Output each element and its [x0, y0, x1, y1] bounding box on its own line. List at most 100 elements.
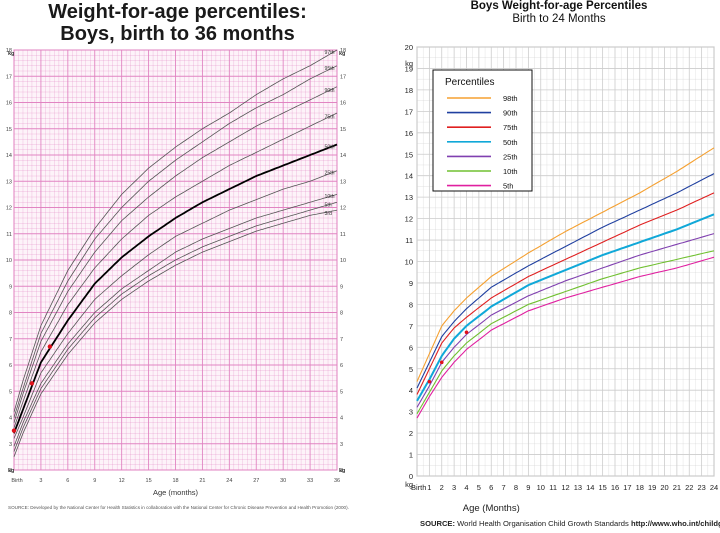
y-tick-label: 6: [9, 363, 12, 369]
x-tick-label: 4: [464, 483, 468, 492]
percentile-curve-75th: [416, 192, 715, 395]
y-tick-label: 6: [409, 343, 413, 352]
x-tick-label: 11: [549, 483, 557, 492]
marked-point: [439, 360, 444, 365]
legend-entry-5th: 5th: [503, 182, 513, 191]
x-tick-label: 9: [93, 478, 96, 484]
percentile-curve-25th: [416, 233, 715, 408]
x-tick-label: 16: [611, 483, 619, 492]
y-tick-label: 7: [409, 322, 413, 331]
x-tick-label: 21: [199, 478, 205, 484]
y-axis-label-bottom: kg: [405, 480, 413, 489]
y-tick-label: 15: [6, 127, 12, 133]
x-tick-label: 13: [574, 483, 582, 492]
y-tick-label-right: 4: [340, 416, 343, 422]
percentile-curve-90th: [416, 173, 715, 389]
y-tick-label: 17: [405, 107, 413, 116]
y-tick-label: 14: [6, 153, 12, 159]
x-tick-label: 3: [39, 478, 42, 484]
marked-point: [11, 428, 17, 433]
legend-entry-98th: 98th: [503, 94, 518, 103]
x-tick-label: 19: [648, 483, 656, 492]
x-tick-label: 9: [526, 483, 530, 492]
y-tick-label: 12: [405, 215, 413, 224]
x-tick-label: 18: [636, 483, 644, 492]
x-tick-label: 14: [586, 483, 594, 492]
x-tick-label: 15: [598, 483, 606, 492]
y-axis-label-bottom-right: kg: [339, 468, 345, 474]
percentile-curve-50th: [13, 143, 338, 434]
y-tick-label: 0: [409, 472, 413, 481]
percentile-label-25th: 25th: [324, 171, 334, 177]
percentile-label-90th: 90th: [324, 88, 334, 94]
marked-point: [464, 330, 469, 335]
percentile-curve-5th: [13, 201, 338, 452]
legend-entry-90th: 90th: [503, 109, 518, 118]
percentile-curve-97th: [13, 49, 338, 413]
percentile-curve-50th: [416, 213, 715, 402]
y-tick-label-right: 7: [340, 337, 343, 343]
x-tick-label: 7: [502, 483, 506, 492]
percentile-label-95th: 95th: [324, 66, 334, 72]
percentile-curve-98th: [416, 147, 715, 382]
percentile-curve-10th: [416, 250, 715, 415]
x-tick-label: 12: [119, 478, 125, 484]
y-tick-label: 18: [405, 86, 413, 95]
y-tick-label: 8: [9, 311, 12, 317]
x-tick-label: 6: [66, 478, 69, 484]
percentile-curve-25th: [13, 170, 338, 439]
y-tick-label: 3: [9, 442, 12, 448]
left-chart-source: SOURCE: Developed by the National Center…: [8, 505, 349, 510]
y-tick-label: 17: [6, 74, 12, 80]
x-tick-label: 17: [623, 483, 631, 492]
x-axis-label: Age (months): [153, 488, 199, 497]
y-tick-label-right: 10: [340, 258, 346, 264]
y-tick-label-right: 15: [340, 127, 346, 133]
x-tick-label: Birth: [411, 483, 426, 492]
x-tick-label: 6: [489, 483, 493, 492]
y-tick-label: 5: [9, 389, 12, 395]
y-tick-label: 4: [9, 416, 12, 422]
y-tick-label: 10: [405, 258, 413, 267]
percentile-curve-5th: [416, 256, 715, 419]
y-tick-label: 4: [409, 386, 413, 395]
y-tick-label: 11: [6, 232, 12, 238]
legend-entry-10th: 10th: [503, 167, 518, 176]
x-tick-label: 10: [537, 483, 545, 492]
y-tick-label: 1: [409, 451, 413, 460]
percentile-curve-95th: [13, 65, 338, 418]
y-tick-label: 16: [6, 101, 12, 107]
y-tick-label-right: 6: [340, 363, 343, 369]
y-tick-label: 16: [405, 129, 413, 138]
percentile-curve-10th: [13, 194, 338, 447]
percentile-curve-3rd: [13, 209, 338, 458]
right-chart-subtitle: Birth to 24 Months: [512, 13, 606, 25]
left-chart-title: Weight-for-age percentiles:: [48, 1, 307, 23]
y-tick-label-right: 11: [340, 232, 346, 238]
x-tick-label: 15: [146, 478, 152, 484]
source-label: SOURCE:: [420, 519, 456, 528]
y-tick-label: 2: [409, 429, 413, 438]
y-axis-label: kg: [405, 59, 413, 68]
x-tick-label: 36: [334, 478, 340, 484]
left-chart-subtitle: Boys, birth to 36 months: [60, 23, 295, 45]
y-tick-label: 14: [405, 172, 413, 181]
y-tick-label: 9: [9, 284, 12, 290]
y-tick-label: 19: [405, 64, 413, 73]
x-tick-label: 18: [172, 478, 178, 484]
x-tick-label: 27: [253, 478, 259, 484]
legend-entry-25th: 25th: [503, 152, 518, 161]
y-tick-label: 12: [6, 206, 12, 212]
x-tick-label: 12: [561, 483, 569, 492]
y-tick-label: 10: [6, 258, 12, 264]
y-tick-label: 7: [9, 337, 12, 343]
x-tick-label: 23: [697, 483, 705, 492]
x-tick-label: 3: [452, 483, 456, 492]
x-tick-label: 24: [710, 483, 718, 492]
source-link[interactable]: http://www.who.int/childgrowth/en: [630, 519, 720, 528]
x-axis-label: Age (Months): [463, 503, 520, 514]
y-tick-label-right: 12: [340, 206, 346, 212]
y-tick-label: 13: [405, 193, 413, 202]
y-tick-label: 2: [9, 468, 12, 474]
